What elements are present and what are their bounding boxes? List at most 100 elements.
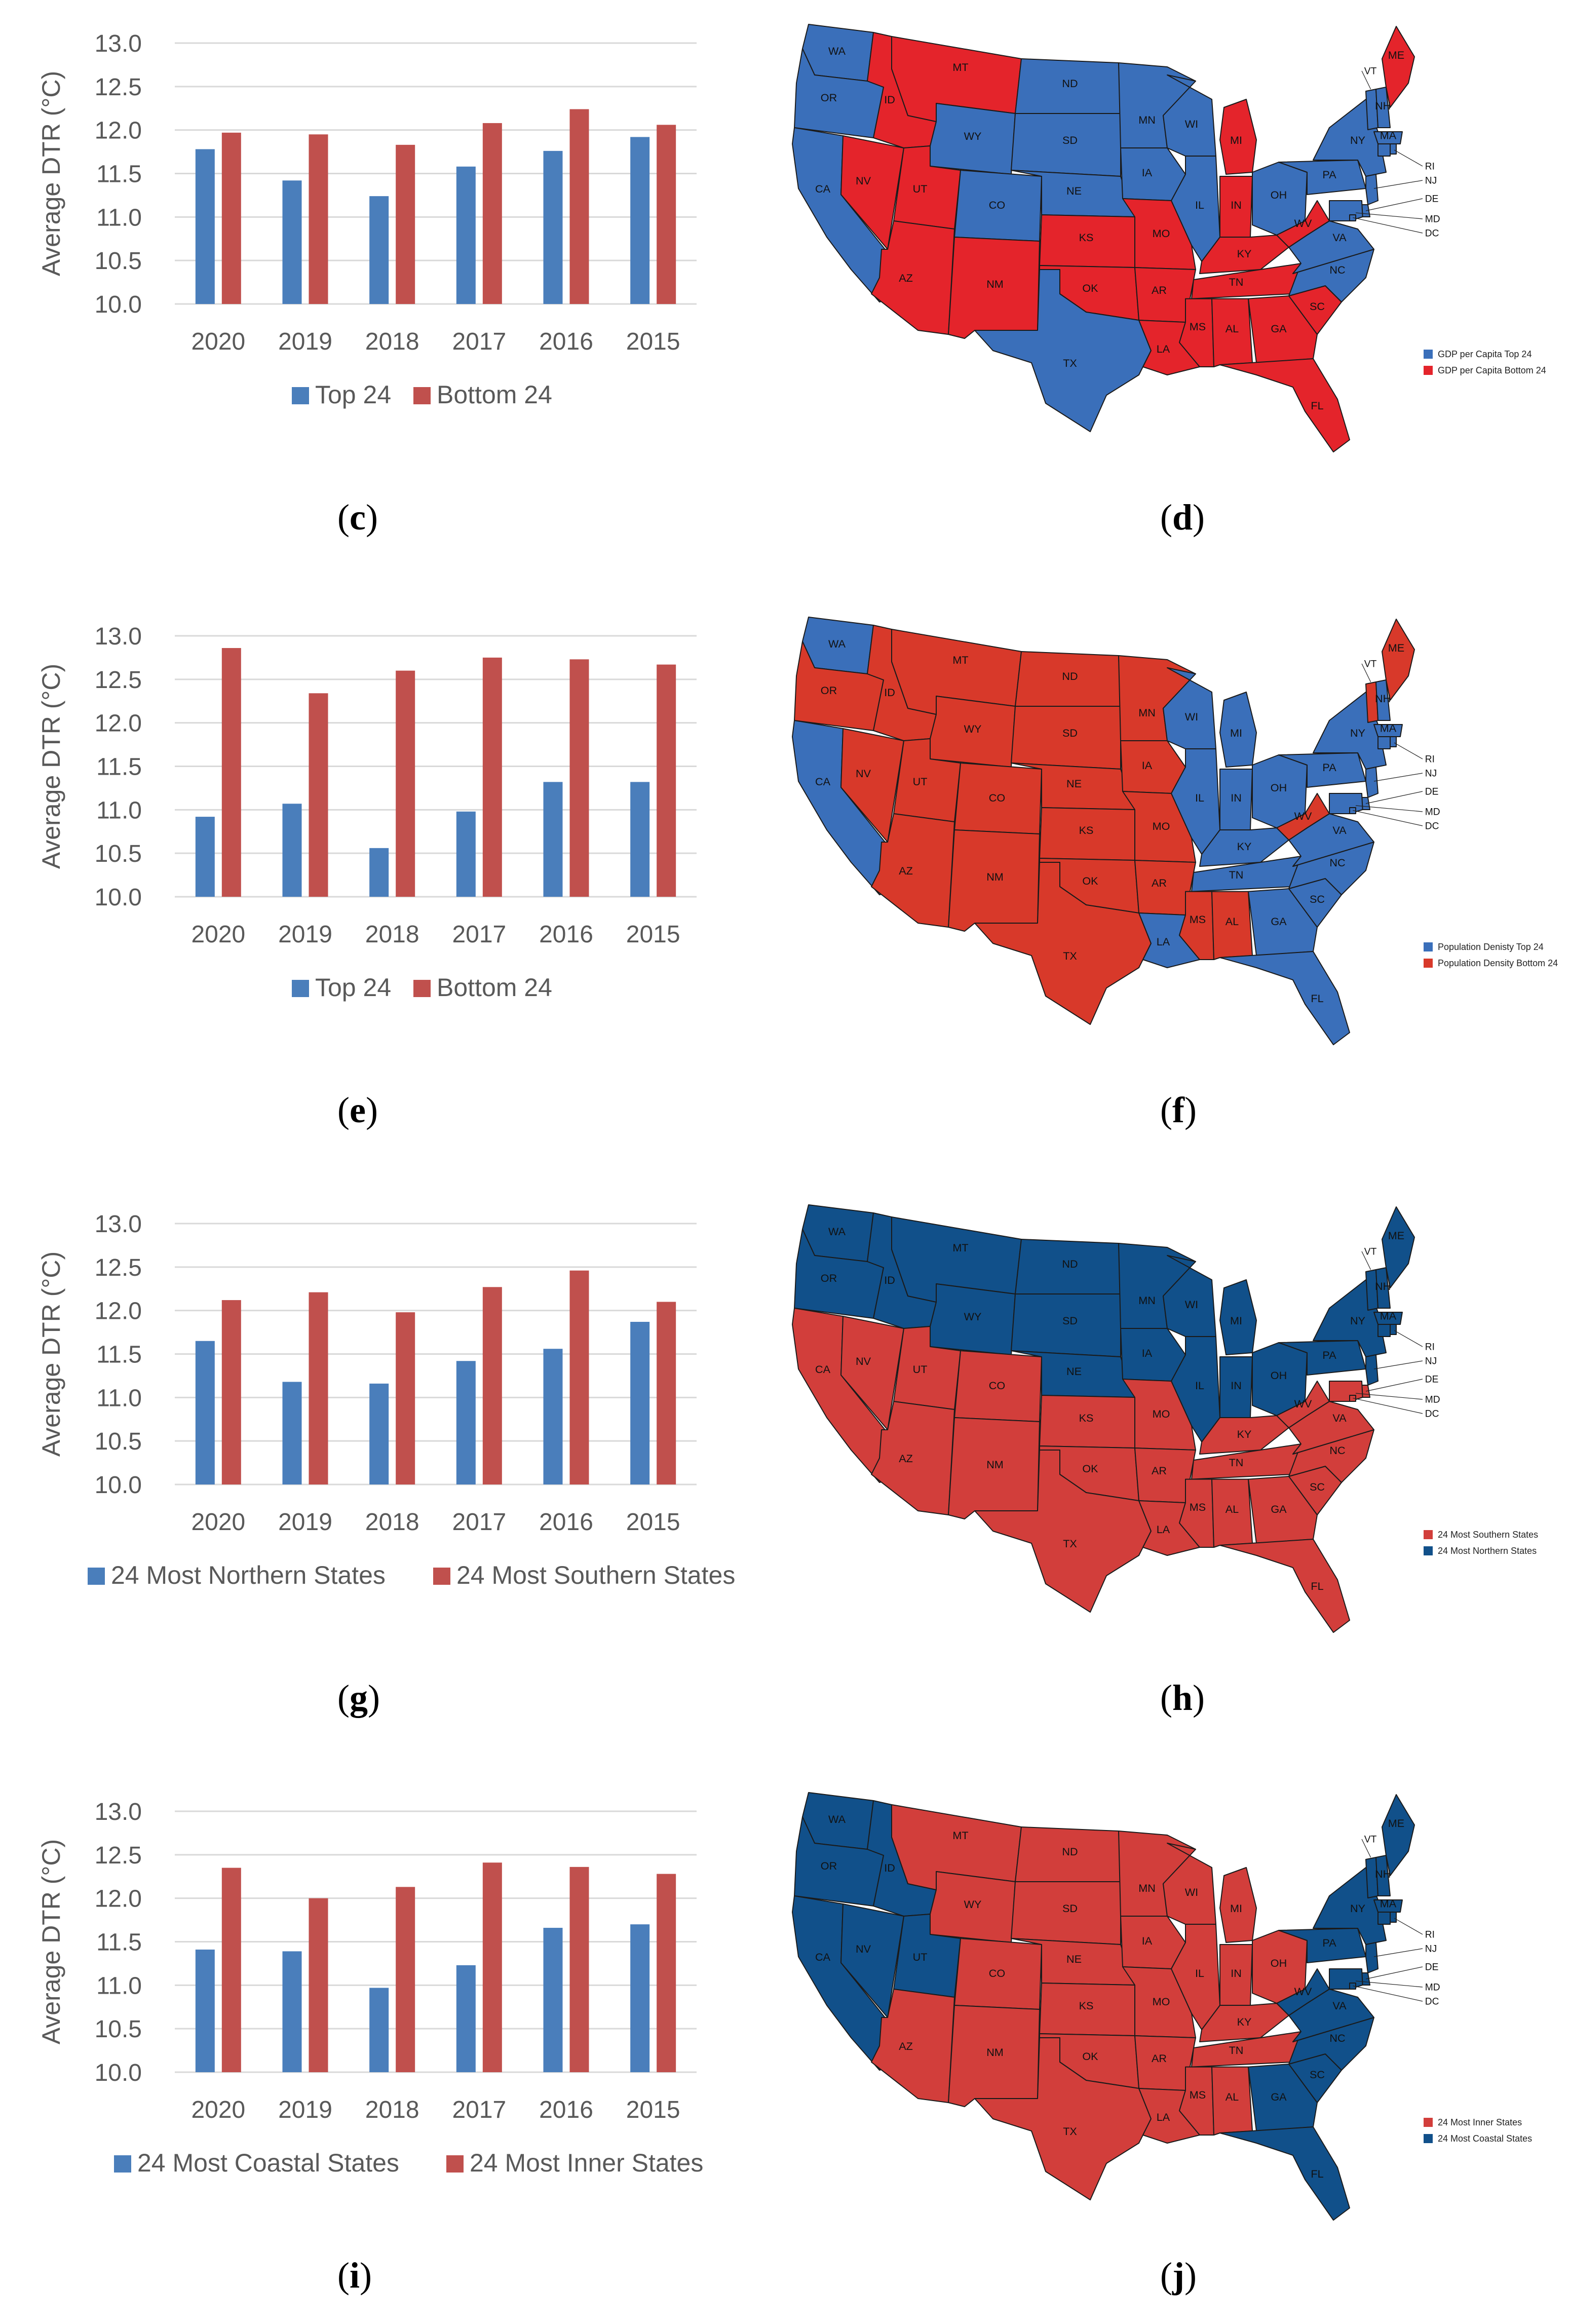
state-label-tx-h: TX	[1063, 1537, 1077, 1550]
state-label-ok-f: OK	[1082, 874, 1098, 887]
bar-g-s1-2019	[282, 1382, 302, 1484]
state-label-nc-f: NC	[1329, 856, 1345, 869]
state-label-ks-d: KS	[1079, 231, 1094, 244]
state-label-co-h: CO	[989, 1379, 1005, 1392]
state-label-wv-j: WV	[1294, 1985, 1312, 1998]
state-fl-f	[1219, 951, 1351, 1046]
chart-e-svg: 13.0 12.5 12.0 11.5 11.0 10.5 10.0 Average DTR …	[37, 623, 697, 1002]
state-label-ca-h: CA	[815, 1363, 831, 1376]
bar-i-s2-2015	[657, 1874, 676, 2072]
caption-i: (i)	[337, 2255, 372, 2296]
state-ct-d	[1377, 143, 1391, 157]
state-label-me-f: ME	[1388, 641, 1404, 654]
state-label-mi-f: MI	[1230, 727, 1242, 739]
state-label-ms-d: MS	[1190, 320, 1206, 333]
legend-s2-swatch-e	[413, 980, 431, 997]
chart-c-svg: 13.0 12.5 12.0 11.5 11.0 10.5 10.0 Average DTR …	[37, 30, 697, 409]
state-label-ar-h: AR	[1152, 1464, 1167, 1477]
state-dc-j	[1349, 1983, 1357, 1990]
state-fl-h	[1219, 1539, 1351, 1633]
state-label-id-h: ID	[884, 1274, 895, 1286]
state-dc-f	[1349, 807, 1357, 815]
state-label-mt-d: MT	[952, 61, 968, 73]
state-il-d	[1171, 156, 1221, 262]
bar-g-s1-2020	[195, 1341, 215, 1484]
state-label-pa-d: PA	[1322, 168, 1336, 181]
state-label-sd-d: SD	[1062, 134, 1078, 146]
x-tick-g-2020: 2020	[191, 1509, 245, 1536]
state-label-ma-j: MA	[1380, 1897, 1397, 1910]
bar-g-s2-2018	[396, 1312, 415, 1484]
state-label-ny-d: NY	[1350, 134, 1365, 146]
state-label-ma-f: MA	[1380, 721, 1397, 734]
state-il-h	[1171, 1336, 1221, 1443]
state-label-de-d: DE	[1425, 194, 1439, 204]
state-label-wv-h: WV	[1294, 1397, 1312, 1410]
leader-line-md-j	[1355, 1980, 1423, 1988]
state-label-nc-j: NC	[1329, 2032, 1345, 2044]
state-label-or-d: OR	[821, 91, 837, 104]
y-tick-e-2: 12.0	[95, 710, 142, 737]
state-label-ok-j: OK	[1082, 2050, 1098, 2063]
state-wi-d	[1163, 74, 1217, 157]
state-label-wa-h: WA	[828, 1225, 846, 1238]
state-label-ny-j: NY	[1350, 1902, 1365, 1915]
y-tick-i-5: 10.5	[95, 2016, 142, 2043]
state-me-d	[1382, 26, 1415, 108]
state-label-mo-j: MO	[1153, 1995, 1170, 2008]
y-tick-c-6: 10.0	[95, 291, 142, 318]
state-label-va-j: VA	[1332, 1999, 1347, 2012]
state-label-ga-j: GA	[1271, 2090, 1287, 2103]
y-tick-c-5: 10.5	[95, 248, 142, 275]
state-il-f	[1171, 748, 1221, 855]
leader-line-ri-f	[1394, 742, 1423, 759]
x-tick-g-2015: 2015	[626, 1509, 680, 1536]
y-tick-g-4: 11.0	[96, 1385, 142, 1412]
state-label-fl-d: FL	[1311, 399, 1323, 412]
state-label-la-d: LA	[1157, 342, 1170, 355]
state-label-mo-f: MO	[1153, 820, 1170, 832]
state-label-nj-f: NJ	[1425, 768, 1437, 779]
y-tick-e-1: 12.5	[95, 667, 142, 694]
x-tick-i-2016: 2016	[539, 2097, 593, 2123]
state-label-tx-d: TX	[1063, 357, 1077, 369]
state-ma-f	[1373, 724, 1403, 738]
legend-s2-swatch-g	[433, 1568, 450, 1585]
leader-line-de-h	[1365, 1379, 1423, 1392]
state-ri-d	[1390, 143, 1397, 155]
state-label-ne-f: NE	[1066, 777, 1082, 790]
map-group-j: WA OR CA ID NV MT WY UT AZ CO NM ND SD NE KS OK TX MN IA MO…	[792, 1792, 1440, 2221]
state-label-ca-j: CA	[815, 1951, 831, 1963]
state-label-ri-h: RI	[1425, 1342, 1435, 1352]
legend-s2-label-c: Bottom 24	[437, 380, 552, 409]
bar-i-s1-2017	[456, 1965, 476, 2072]
legend-s2-swatch-i	[446, 2155, 464, 2173]
state-label-ny-f: NY	[1350, 727, 1365, 739]
chart-i-svg: 13.0 12.5 12.0 11.5 11.0 10.5 10.0 Average DTR …	[37, 1799, 703, 2177]
state-label-tx-j: TX	[1063, 2125, 1077, 2138]
bar-g-s2-2016	[569, 1270, 589, 1484]
y-tick-c-2: 12.0	[95, 118, 142, 144]
x-tick-g-2016: 2016	[539, 1509, 593, 1536]
map-f-svg: WA OR CA ID NV MT WY UT AZ CO NM ND SD NE KS OK TX MN IA MO…	[792, 617, 1558, 1046]
bar-i-s1-2016	[543, 1928, 563, 2072]
chart-g: 13.0 12.5 12.0 11.5 11.0 10.5 10.0 Average DTR …	[0, 1180, 760, 1636]
state-label-fl-f: FL	[1311, 992, 1323, 1005]
state-dc-d	[1349, 214, 1357, 222]
map-group-f: WA OR CA ID NV MT WY UT AZ CO NM ND SD NE KS OK TX MN IA MO…	[792, 617, 1440, 1046]
state-label-de-j: DE	[1425, 1962, 1439, 1972]
y-tick-i-0: 13.0	[95, 1799, 142, 1825]
x-tick-e-2015: 2015	[626, 921, 680, 948]
bar-e-s2-2016	[569, 659, 589, 897]
state-label-wy-h: WY	[964, 1310, 982, 1323]
bar-i-s1-2018	[369, 1988, 389, 2072]
state-label-al-j: AL	[1226, 2090, 1239, 2103]
bar-c-s2-2019	[309, 134, 328, 304]
state-label-vt-h: VT	[1364, 1246, 1377, 1257]
leader-line-vt-d	[1361, 70, 1371, 90]
state-label-in-d: IN	[1231, 199, 1242, 211]
state-label-dc-j: DC	[1425, 1996, 1439, 2007]
state-ga-d	[1248, 295, 1318, 364]
bar-e-s1-2017	[456, 811, 476, 897]
bar-e-s2-2020	[221, 648, 241, 897]
